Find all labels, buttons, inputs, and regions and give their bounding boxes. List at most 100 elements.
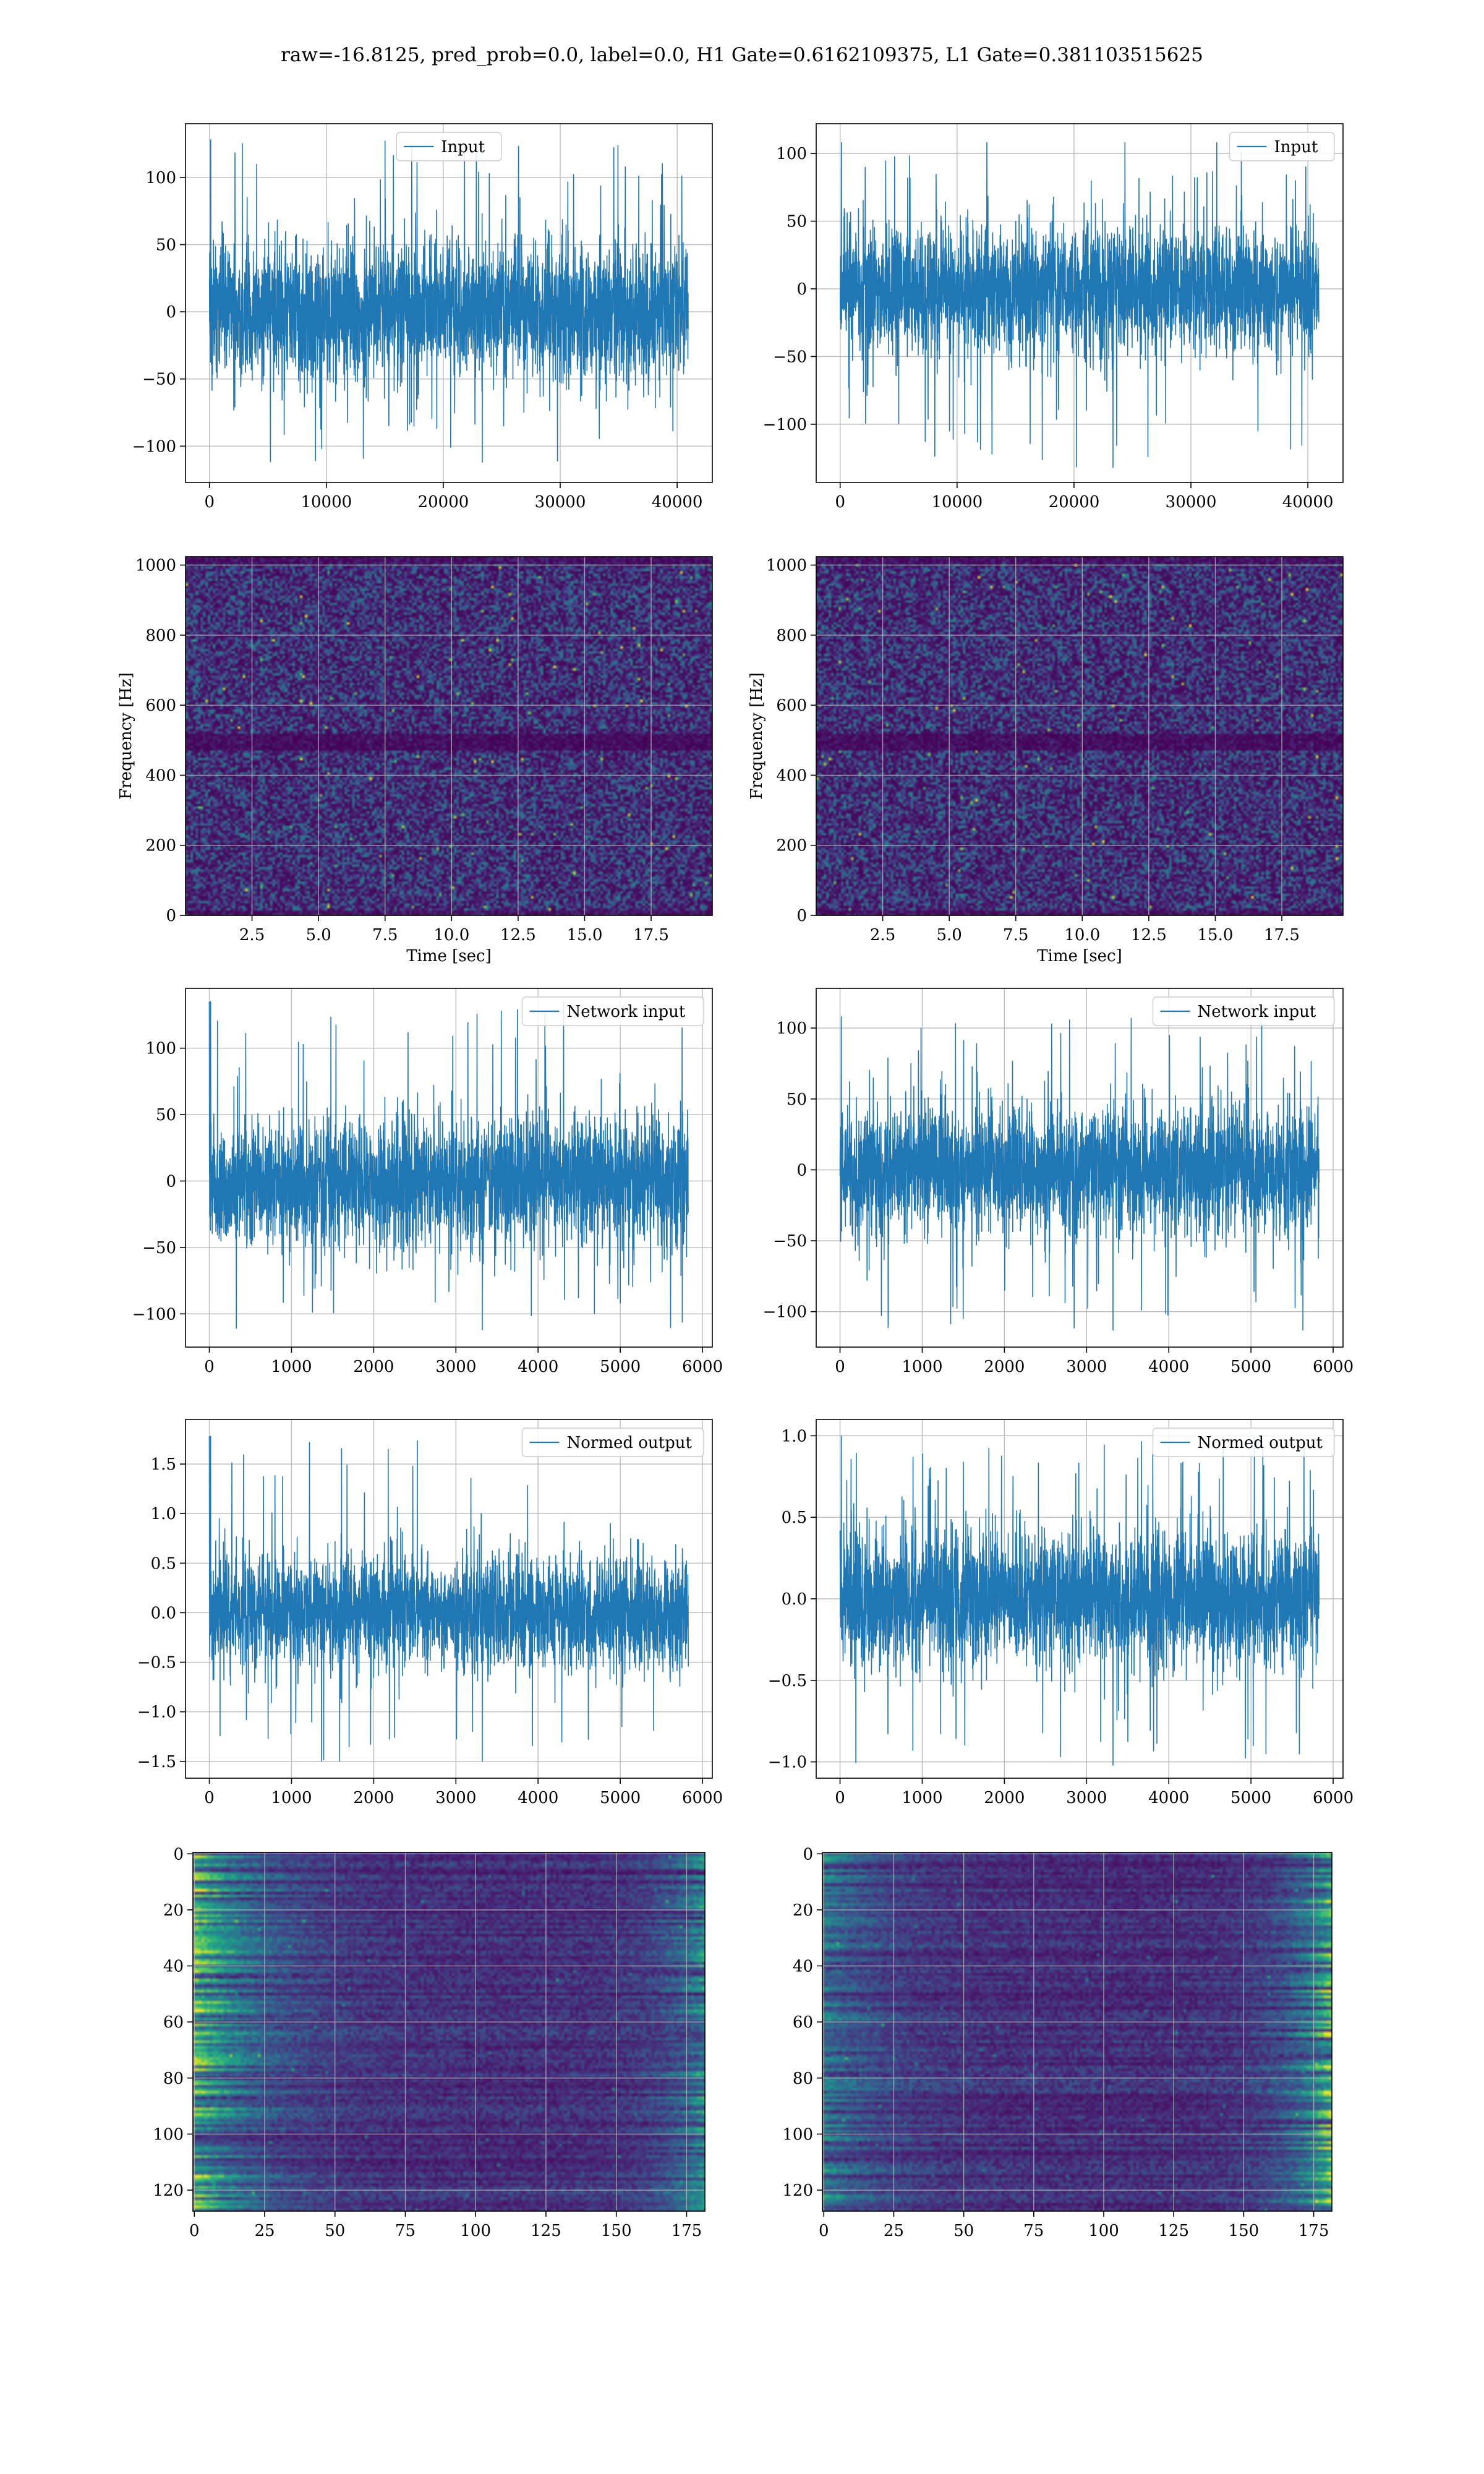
- normed-output-l1-xtick-label: 3000: [1066, 1789, 1107, 1807]
- input-l1-series-line: [839, 142, 1320, 468]
- spectrogram-l1-heatmap: [816, 557, 1343, 915]
- network-input-l1-ytick-label: 100: [776, 1019, 807, 1038]
- network-input-l1-ytick-label: 0: [796, 1161, 807, 1179]
- input-l1-xtick-label: 20000: [1049, 493, 1100, 511]
- network-input-l1-legend: Network input: [1152, 996, 1335, 1026]
- feature-map-l1-xtick-label: 25: [884, 2222, 904, 2240]
- input-h1-xtick-label: 0: [204, 493, 215, 511]
- input-l1-legend-box: [1229, 132, 1335, 161]
- normed-output-h1-frame: [185, 1419, 713, 1779]
- network-input-l1-xtick-label: 6000: [1313, 1358, 1354, 1376]
- spectrogram-h1-ytick-label: 600: [145, 696, 176, 715]
- network-input-h1-series-line: [208, 1001, 689, 1330]
- network-input-l1-xtick-label: 1000: [902, 1358, 942, 1376]
- spectrogram-l1-ytick-label: 0: [796, 907, 807, 925]
- normed-output-h1-xtick-label: 2000: [353, 1789, 394, 1807]
- normed-output-h1-legend-box: [521, 1427, 704, 1457]
- network-input-h1-axes: 0 1000 2000 3000 4000 5000 6000 −100 −50 0 50 100 Ne…: [132, 988, 723, 1376]
- feature-map-h1-heatmap: [193, 1852, 705, 2211]
- feature-map-l1-heatmap: [822, 1852, 1332, 2211]
- spectrogram-l1-ticks: 2.5 5.0 7.5 10.0 12.5 15.0 17.5 0 200 400 600 800 10…: [766, 557, 1343, 944]
- spectrogram-h1-ytick-label: 0: [166, 907, 176, 925]
- input-l1-xtick-label: 10000: [931, 493, 983, 511]
- feature-map-h1-ytick-label: 100: [153, 2125, 184, 2144]
- normed-output-h1-ticks: 0 1000 2000 3000 4000 5000 6000 −1.5 −1.0 −0.5 0.0…: [137, 1455, 723, 1807]
- spectrogram-l1-xtick-label: 10.0: [1064, 926, 1100, 944]
- input-h1-ytick-label: 0: [166, 303, 176, 322]
- feature-map-h1-ytick-label: 40: [163, 1958, 184, 1976]
- normed-output-h1-xtick-label: 0: [204, 1789, 215, 1807]
- input-h1-series-line: [208, 139, 689, 463]
- spectrogram-l1-ytick-label: 600: [776, 696, 807, 715]
- network-input-h1-legend-box: [521, 996, 704, 1026]
- feature-map-l1-ytick-label: 0: [803, 1845, 813, 1864]
- normed-output-h1-ytick-label: −1.5: [137, 1753, 176, 1771]
- network-input-l1-xtick-label: 4000: [1148, 1358, 1189, 1376]
- input-h1-ytick-label: −50: [142, 370, 176, 389]
- network-input-h1-frame: [185, 988, 713, 1348]
- normed-output-l1-ytick-label: −1.0: [768, 1753, 807, 1772]
- normed-output-l1-xtick-label: 4000: [1148, 1789, 1189, 1807]
- feature-map-l1-ticks: 0 25 50 75 100 125 150 175 0 20 40 60 80 100 120: [782, 1845, 1332, 2240]
- feature-map-h1-xtick-label: 125: [531, 2222, 561, 2240]
- feature-map-h1-ticks: 0 25 50 75 100 125 150 175 0 20 40 60 80 100 120: [153, 1845, 705, 2240]
- network-input-h1-ytick-label: 0: [166, 1172, 176, 1191]
- spectrogram-l1-xtick-label: 12.5: [1131, 926, 1167, 944]
- network-input-l1-xtick-label: 3000: [1066, 1358, 1107, 1376]
- network-input-h1-xtick-label: 5000: [600, 1358, 641, 1376]
- feature-map-l1-xtick-label: 0: [819, 2222, 829, 2240]
- normed-output-l1-frame: [816, 1419, 1344, 1779]
- normed-output-h1-legend-label: Normed output: [567, 1434, 693, 1452]
- feature-map-h1-xtick-label: 25: [254, 2222, 275, 2240]
- normed-output-h1-ytick-label: 0.0: [151, 1604, 176, 1622]
- network-input-h1-xtick-label: 6000: [682, 1358, 723, 1376]
- spectrogram-h1-frame: [185, 556, 713, 916]
- spectrogram-h1-xlabel: Time [sec]: [406, 947, 492, 965]
- input-l1-frame: [816, 123, 1344, 483]
- input-l1-xtick-label: 30000: [1166, 493, 1217, 511]
- spectrogram-h1-ytick-label: 400: [145, 766, 176, 785]
- feature-map-l1-ytick-label: 120: [782, 2181, 813, 2200]
- normed-output-l1-ytick-label: 0.0: [782, 1590, 807, 1609]
- normed-output-l1-legend-box: [1152, 1427, 1335, 1457]
- feature-map-l1-ytick-label: 20: [793, 1901, 813, 1920]
- network-input-l1-xtick-label: 5000: [1230, 1358, 1271, 1376]
- spectrogram-h1-ytick-label: 1000: [135, 557, 176, 575]
- spectrogram-l1-ylabel: Frequency [Hz]: [748, 672, 766, 800]
- spectrogram-h1-ytick-label: 200: [145, 837, 176, 855]
- feature-map-h1-ytick-label: 60: [163, 2013, 184, 2032]
- spectrogram-l1-xtick-label: 7.5: [1003, 926, 1028, 944]
- feature-map-h1-ytick-label: 0: [173, 1845, 184, 1864]
- network-input-l1-ytick-label: −100: [763, 1303, 807, 1322]
- spectrogram-l1-xtick-label: 2.5: [870, 926, 895, 944]
- network-input-l1-series-line: [839, 1016, 1320, 1331]
- feature-map-h1-xtick-label: 175: [672, 2222, 702, 2240]
- feature-map-l1-ytick-label: 40: [793, 1958, 813, 1976]
- normed-output-l1-xtick-label: 0: [835, 1789, 845, 1807]
- feature-map-l1-frame: [822, 1852, 1333, 2212]
- network-input-l1-frame: [816, 988, 1344, 1348]
- network-input-h1-xtick-label: 3000: [435, 1358, 476, 1376]
- feature-map-h1-xtick-label: 100: [460, 2222, 491, 2240]
- spectrogram-l1-ytick-label: 1000: [766, 557, 807, 575]
- normed-output-l1-xtick-label: 2000: [984, 1789, 1025, 1807]
- spectrogram-l1-ytick-label: 800: [776, 627, 807, 645]
- input-h1-legend-box: [396, 132, 502, 161]
- network-input-h1-xtick-label: 2000: [353, 1358, 394, 1376]
- feature-map-h1-xtick-label: 150: [601, 2222, 632, 2240]
- normed-output-h1-axes: 0 1000 2000 3000 4000 5000 6000 −1.5 −1.0 −0.5 0.0…: [137, 1419, 723, 1807]
- input-h1-ytick-label: −100: [132, 437, 176, 456]
- normed-output-h1-xtick-label: 5000: [600, 1789, 641, 1807]
- input-h1-xtick-label: 40000: [652, 493, 703, 511]
- normed-output-l1-ytick-label: 1.0: [782, 1427, 807, 1445]
- spectrogram-h1-ytick-label: 800: [145, 627, 176, 645]
- input-l1-ytick-label: 100: [776, 145, 807, 163]
- feature-map-h1-axes: 0 25 50 75 100 125 150 175 0 20 40 60 80 100 120: [153, 1845, 706, 2240]
- spectrogram-h1-xtick-label: 17.5: [633, 926, 669, 944]
- network-input-h1-legend: Network input: [521, 996, 704, 1026]
- input-l1-ytick-label: −50: [773, 348, 807, 366]
- spectrogram-l1-xtick-label: 15.0: [1198, 926, 1234, 944]
- feature-map-l1-ytick-label: 80: [793, 2070, 813, 2088]
